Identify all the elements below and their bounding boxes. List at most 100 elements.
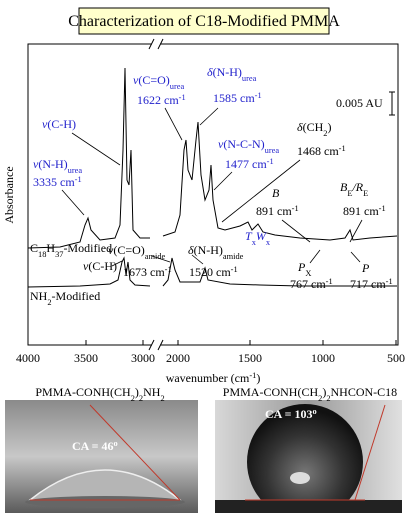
annotation-part: 1520 cm <box>189 265 231 279</box>
contact-angle-part: CA = 46 <box>72 439 114 453</box>
annotation-part: (C=O) <box>138 73 169 87</box>
annotation-part: amide <box>223 252 244 261</box>
annotation-part: /R <box>351 180 363 194</box>
annotation-arrow <box>200 108 218 125</box>
photo-caption: PMMA-CONH(CH2)2NHCON-C18 <box>223 385 397 403</box>
annotation-part: -1 <box>292 204 299 213</box>
figure: Characterization of C18-Modified PMMA 40… <box>0 0 407 516</box>
annotation: 3335 cm-1 <box>33 175 82 190</box>
annotation-part: 1585 cm <box>213 91 255 105</box>
annotation: 1622 cm-1 <box>137 93 186 108</box>
annotation-part: 1477 cm <box>225 157 267 171</box>
annotation-part: (N-C-N) <box>223 137 264 151</box>
trace-label-part: C <box>30 241 38 255</box>
annotation: 1468 cm-1 <box>297 144 346 159</box>
annotation: δ(N-H)urea <box>207 65 257 83</box>
contact-angle: CA = 103o <box>265 407 317 422</box>
annotation: PX <box>297 260 311 278</box>
annotation-part: urea <box>68 166 83 175</box>
annotation-part: 1622 cm <box>137 93 179 107</box>
axis-break <box>152 41 160 47</box>
annotation-part: -1 <box>165 265 172 274</box>
annotation-part: B <box>272 186 280 200</box>
contact-angle: CA = 46o <box>72 439 118 454</box>
annotation-arrow <box>165 108 182 140</box>
annotation-part: -1 <box>326 277 333 286</box>
annotation-part: (C=O) <box>113 243 144 257</box>
trace-label-part: 18 <box>38 250 46 259</box>
annotation-part: (N-H) <box>38 157 67 171</box>
annotation: 891 cm-1 <box>343 204 386 219</box>
photo-left <box>5 400 198 513</box>
annotation: 717 cm-1 <box>350 277 393 292</box>
photo-caption-part: PMMA-CONH(CH <box>35 385 131 399</box>
contact-angle-part: o <box>114 439 118 448</box>
trace-label-part: NH <box>30 289 48 303</box>
x-tick-label: 500 <box>387 351 405 365</box>
annotation: 1477 cm-1 <box>225 157 274 172</box>
annotation: P <box>361 261 370 275</box>
x-tick-label: 3500 <box>74 351 98 365</box>
x-axis-label-part: -1 <box>249 371 256 380</box>
annotation-part: 1673 cm <box>123 265 165 279</box>
y-axis-label: Absorbance <box>2 166 16 223</box>
annotation-part: urea <box>242 74 257 83</box>
annotation-part: E <box>363 189 368 198</box>
title: Characterization of C18-Modified PMMA <box>68 13 340 30</box>
annotation: ν(C=O)urea <box>133 73 184 91</box>
annotation-part: 717 cm <box>350 277 386 291</box>
annotation-arrow <box>62 190 84 215</box>
annotation-part: 891 cm <box>256 204 292 218</box>
x-axis-label-part: wavenumber (cm <box>166 371 250 385</box>
annotation-part: 767 cm <box>290 277 326 291</box>
annotation-arrow <box>214 172 232 190</box>
x-tick-label: 1000 <box>311 351 335 365</box>
scale-bar-label: 0.005 AU <box>336 96 383 110</box>
annotation: ν(N-C-N)urea <box>218 137 279 155</box>
annotation-part: 1468 cm <box>297 144 339 158</box>
annotation-part: -1 <box>386 277 393 286</box>
photo-caption-part: 2 <box>160 394 164 403</box>
trace-label: NH2-Modified <box>30 289 100 307</box>
annotation-part: (C-H) <box>47 117 76 131</box>
photo-caption: PMMA-CONH(CH2)2NH2 <box>35 385 164 403</box>
annotation-part: -1 <box>179 93 186 102</box>
annotation: BE/RE <box>340 180 368 198</box>
annotation: B <box>272 186 280 200</box>
photo-caption-part: NH <box>143 385 161 399</box>
annotation: ν(N-H)urea <box>33 157 82 175</box>
annotation-part: (N-H) <box>194 243 223 257</box>
x-tick-label: 2000 <box>166 351 190 365</box>
trace-label: C18H37-Modified <box>30 241 112 259</box>
annotation: 891 cm-1 <box>256 204 299 219</box>
annotation-arrow <box>72 133 120 165</box>
contact-angle-part: CA = 103 <box>265 407 313 421</box>
annotation-part: -1 <box>339 144 346 153</box>
x-axis-label-part: ) <box>256 371 260 385</box>
annotation: 1673 cm-1 <box>123 265 172 280</box>
annotation-part: -1 <box>267 157 274 166</box>
annotation: 1585 cm-1 <box>213 91 262 106</box>
contact-angle-part: o <box>313 407 317 416</box>
annotation-part: urea <box>265 146 280 155</box>
annotation-part: -1 <box>379 204 386 213</box>
annotation-part: ) <box>327 120 331 134</box>
annotation-part: 3335 cm <box>33 175 75 189</box>
annotation: δ(CH2) <box>297 120 331 138</box>
annotation-part: 891 cm <box>343 204 379 218</box>
x-tick-label: 1500 <box>238 351 262 365</box>
x-axis-label: wavenumber (cm-1) <box>166 371 261 386</box>
annotation-part: (N-H) <box>213 65 242 79</box>
annotation-part: -1 <box>231 265 238 274</box>
annotation-arrow <box>282 220 310 242</box>
annotation: ν(C-H) <box>83 259 117 273</box>
annotation: 767 cm-1 <box>290 277 333 292</box>
annotation-arrow <box>310 250 320 263</box>
trace-label-part: 37 <box>55 250 63 259</box>
trace-label-part: -Modified <box>52 289 101 303</box>
x-tick-label: 4000 <box>16 351 40 365</box>
photo-caption-part: NHCON-C18 <box>331 385 398 399</box>
annotation: δ(N-H)amide <box>188 243 244 261</box>
annotation-part: urea <box>170 82 185 91</box>
trace-label-part: H <box>46 241 55 255</box>
